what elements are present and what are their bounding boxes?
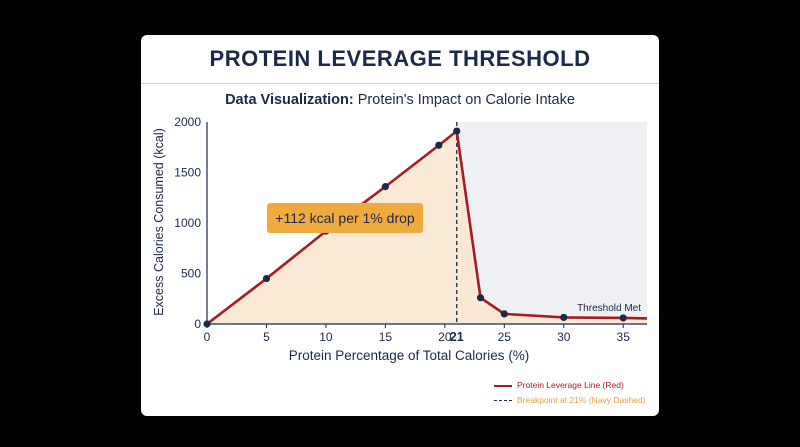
x-tick-label: 0 — [204, 330, 211, 344]
data-point — [203, 320, 211, 328]
slope-annotation: +112 kcal per 1% drop — [267, 203, 423, 233]
data-point — [381, 183, 389, 191]
legend-swatch-dashed — [494, 400, 512, 401]
legend-label: Protein Leverage Line (Red) — [517, 380, 624, 390]
legend-entry-navy: Breakpoint at 21% (Navy Dashed) — [494, 393, 646, 408]
slope-annotation-text: +112 kcal per 1% drop — [275, 210, 415, 226]
y-axis-ticks: 0 500 1000 1500 2000 — [174, 115, 201, 331]
y-tick-label: 2000 — [174, 115, 201, 129]
breakpoint-tick-label: 21 — [450, 330, 464, 344]
legend-swatch-solid — [494, 384, 512, 387]
chart-subtitle: Data Visualization: Protein's Impact on … — [141, 92, 659, 108]
area-fill — [207, 131, 647, 324]
data-point — [262, 274, 271, 283]
x-tick-label: 30 — [557, 330, 571, 344]
data-point — [560, 313, 568, 322]
chart-card: PROTEIN LEVERAGE THRESHOLD Data Visualiz… — [141, 35, 659, 416]
y-tick-label: 0 — [194, 317, 201, 331]
y-tick-label: 500 — [181, 267, 201, 281]
data-point — [476, 294, 485, 302]
subtitle-bold: Data Visualization: — [225, 92, 354, 108]
title-divider — [141, 83, 659, 84]
y-tick-label: 1500 — [174, 166, 201, 180]
subtitle-rest: Protein's Impact on Calorie Intake — [353, 92, 575, 108]
line-chart: 0 500 1000 1500 2000 0 5 10 15 20 25 30 35 21 +112 k… — [152, 115, 648, 363]
x-tick-label: 10 — [319, 330, 333, 344]
chart-title: PROTEIN LEVERAGE THRESHOLD — [209, 46, 591, 71]
data-point — [453, 127, 461, 135]
threshold-label: Threshold Met — [577, 303, 641, 314]
data-point — [435, 141, 443, 149]
slope-annotation-box — [267, 203, 423, 233]
y-axis-label: Excess Calories Consumed (kcal) — [152, 128, 166, 316]
chart-legend: Protein Leverage Line (Red) Breakpoint a… — [494, 378, 646, 408]
post-threshold-region — [456, 122, 647, 324]
legend-label: Breakpoint at 21% (Navy Dashed) — [517, 395, 646, 405]
data-point — [619, 314, 627, 322]
x-axis-label: Protein Percentage of Total Calories (%) — [289, 348, 530, 363]
x-tick-label: 35 — [617, 330, 631, 344]
x-tick-label: 25 — [498, 330, 512, 344]
y-tick-label: 1000 — [174, 216, 201, 230]
legend-entry-red: Protein Leverage Line (Red) — [494, 378, 646, 393]
x-tick-label: 20 — [438, 330, 452, 344]
x-tick-label: 15 — [379, 330, 393, 344]
data-point — [500, 310, 508, 318]
x-tick-label: 5 — [263, 330, 270, 344]
x-axis-ticks: 0 5 10 15 20 25 30 35 21 — [204, 324, 631, 344]
